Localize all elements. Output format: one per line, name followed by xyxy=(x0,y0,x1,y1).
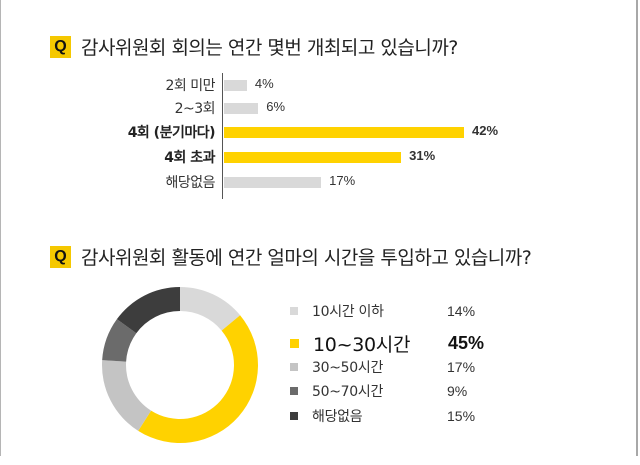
legend-swatch-icon xyxy=(290,339,299,348)
legend-value: 45% xyxy=(448,333,485,353)
legend-value: 15% xyxy=(447,408,476,424)
legend-value: 9% xyxy=(447,383,468,399)
bar-chart-axis xyxy=(222,73,223,199)
bar-label: 해당없음 xyxy=(165,175,215,191)
chart-frame xyxy=(0,0,638,456)
legend-swatch-icon xyxy=(290,412,298,420)
legend-label: 해당없음 xyxy=(312,409,363,425)
question-1-title: 감사위원회 회의는 연간 몇번 개최되고 있습니까? xyxy=(81,37,458,59)
bar-label: 2회 미만 xyxy=(165,78,216,94)
donut-segment xyxy=(102,319,137,362)
bar xyxy=(224,80,247,91)
q-badge-icon: Q xyxy=(50,245,71,268)
donut-segment xyxy=(138,315,258,443)
legend-swatch-icon xyxy=(290,387,298,395)
legend-label: 50~70시간 xyxy=(312,384,384,400)
donut-segment xyxy=(116,287,180,334)
legend-swatch-icon xyxy=(290,363,298,371)
legend-swatch-icon xyxy=(290,307,298,315)
bar-row: 4회 초과 31% xyxy=(0,146,640,168)
donut-segment xyxy=(180,287,241,331)
legend-item: 30~50시간 17% xyxy=(290,357,475,377)
bar-label: 4회 초과 xyxy=(164,150,215,166)
donut-segment xyxy=(102,360,152,431)
bar xyxy=(224,177,322,188)
bar-value-label: 17% xyxy=(329,173,356,188)
legend-label: 10~30시간 xyxy=(313,334,411,356)
question-1-heading: Q 감사위원회 회의는 연간 몇번 개최되고 있습니까? xyxy=(50,33,458,60)
bar-value-label: 42% xyxy=(472,123,499,138)
legend-value: 17% xyxy=(447,359,476,375)
donut-chart xyxy=(102,287,258,443)
bar-row: 4회 (분기마다) 42% xyxy=(0,121,640,143)
bar-value-label: 6% xyxy=(266,99,286,114)
bar-label: 2~3회 xyxy=(174,101,216,117)
legend-label: 30~50시간 xyxy=(312,360,384,376)
question-2-title: 감사위원회 활동에 연간 얼마의 시간을 투입하고 있습니까? xyxy=(81,247,532,269)
bar-value-label: 4% xyxy=(254,76,274,91)
legend-value: 14% xyxy=(447,303,476,319)
bar-value-label: 31% xyxy=(409,148,436,163)
legend-item: 50~70시간 9% xyxy=(290,381,467,401)
legend-item: 10~30시간 45% xyxy=(290,330,484,357)
legend-item: 10시간 이하 14% xyxy=(290,301,475,321)
legend-item: 해당없음 15% xyxy=(290,406,475,426)
question-2-heading: Q 감사위원회 활동에 연간 얼마의 시간을 투입하고 있습니까? xyxy=(50,243,532,270)
bar xyxy=(224,127,464,138)
bar-row: 2~3회 6% xyxy=(0,97,640,119)
bar xyxy=(224,103,259,114)
legend-label: 10시간 이하 xyxy=(312,304,384,320)
q-badge-icon: Q xyxy=(50,35,71,58)
bar-label: 4회 (분기마다) xyxy=(127,125,216,141)
bar-row: 해당없음 17% xyxy=(0,171,640,193)
bar xyxy=(224,152,402,163)
bar-row: 2회 미만 4% xyxy=(0,74,640,96)
